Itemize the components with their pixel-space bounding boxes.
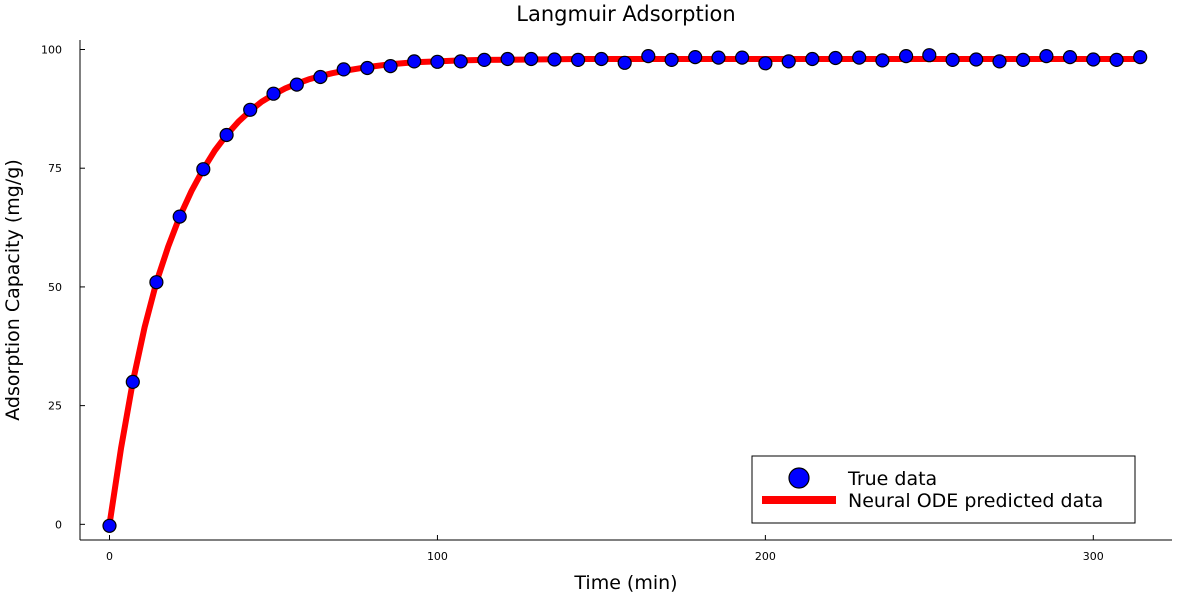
- data-point: [289, 77, 304, 92]
- legend-label-true-data: True data: [847, 468, 937, 490]
- data-point: [664, 52, 679, 68]
- points-layer: [102, 48, 1148, 533]
- data-point: [734, 50, 750, 65]
- data-point: [383, 58, 398, 74]
- line-layer: [106, 56, 1144, 528]
- data-point: [547, 52, 562, 67]
- data-point: [594, 51, 609, 67]
- data-point: [922, 48, 937, 63]
- data-point: [641, 48, 656, 64]
- x-tick-label: 0: [106, 550, 113, 563]
- x-tick-label: 300: [1083, 550, 1104, 563]
- y-tick-label: 25: [48, 400, 62, 413]
- y-axis-label: Adsorption Capacity (mg/g): [2, 159, 24, 420]
- chart-title: Langmuir Adsorption: [516, 2, 735, 26]
- data-point: [781, 54, 796, 69]
- data-point: [1062, 49, 1078, 65]
- axes: 0 100 200 300 0 25 50 75 100: [41, 40, 1172, 563]
- data-point: [1039, 48, 1054, 64]
- data-point: [570, 52, 586, 68]
- data-point: [196, 162, 211, 177]
- data-point: [500, 51, 515, 67]
- data-point: [1086, 52, 1101, 67]
- data-point: [852, 50, 867, 65]
- data-point: [102, 518, 117, 533]
- data-point: [688, 49, 703, 65]
- data-point: [360, 60, 375, 76]
- x-tick-label: 200: [755, 550, 776, 563]
- data-point: [266, 86, 281, 101]
- legend: True data Neural ODE predicted data: [751, 455, 1136, 524]
- data-point: [313, 69, 328, 85]
- data-point: [828, 50, 843, 66]
- data-point: [969, 52, 984, 67]
- legend-label-neural-ode: Neural ODE predicted data: [848, 490, 1103, 512]
- data-point: [805, 51, 820, 67]
- data-point: [1015, 52, 1031, 68]
- data-point: [945, 52, 960, 68]
- data-point: [477, 52, 492, 68]
- data-point: [172, 209, 187, 224]
- data-point: [453, 54, 468, 69]
- data-point: [430, 54, 445, 69]
- y-tick-label: 100: [41, 43, 62, 56]
- y-tick-label: 75: [48, 162, 62, 175]
- data-point: [1133, 49, 1148, 65]
- data-point: [758, 56, 773, 71]
- data-point: [125, 374, 140, 389]
- data-point: [149, 275, 164, 290]
- data-point: [875, 53, 890, 68]
- x-tick-label: 100: [427, 550, 448, 563]
- data-point: [617, 55, 632, 70]
- data-point: [992, 54, 1007, 69]
- legend-marker-true-data: [788, 467, 810, 489]
- data-point: [243, 102, 258, 117]
- legend-box: [751, 455, 1136, 524]
- data-point: [407, 54, 422, 69]
- data-point: [219, 127, 234, 143]
- series-line-neural-ode: [106, 56, 1144, 528]
- data-point: [336, 62, 351, 77]
- data-point: [898, 48, 914, 64]
- data-point: [711, 50, 726, 65]
- data-point: [1109, 52, 1124, 68]
- y-tick-label: 0: [55, 518, 62, 531]
- data-point: [524, 51, 539, 67]
- x-axis-label: Time (min): [573, 572, 677, 594]
- y-tick-label: 50: [48, 281, 62, 294]
